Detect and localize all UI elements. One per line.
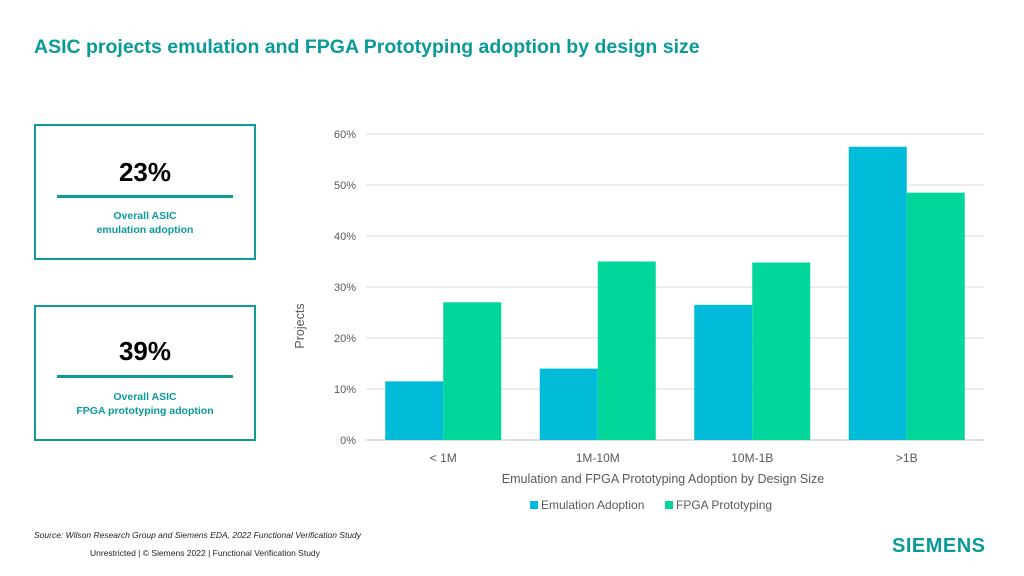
stat-value: 39% (118, 336, 172, 366)
stat-caption-line: FPGA prototyping adoption (76, 405, 214, 417)
stat-divider (57, 375, 233, 378)
legend-label: Emulation Adoption (541, 498, 644, 512)
stat-box-fpga: 39% Overall ASIC FPGA prototyping adopti… (34, 305, 256, 441)
page-title: ASIC projects emulation and FPGA Prototy… (34, 36, 700, 58)
x-tick-label: 1M-10M (576, 451, 620, 465)
bar-emulation (385, 381, 444, 440)
stat-caption: Overall ASIC FPGA prototyping adoption (36, 390, 254, 418)
y-tick-label: 20% (334, 333, 356, 345)
y-tick-label: 0% (340, 435, 356, 447)
x-tick-label: >1B (896, 451, 918, 465)
stat-box-emulation: 23% Overall ASIC emulation adoption (34, 124, 256, 260)
bar-fpga (906, 192, 965, 440)
x-tick-label: 10M-1B (731, 451, 773, 465)
bar-emulation (694, 304, 753, 440)
footer-text: Unrestricted | © Siemens 2022 | Function… (90, 548, 320, 558)
legend-label: FPGA Prototyping (676, 498, 772, 512)
bar-emulation (539, 368, 598, 440)
y-tick-label: 60% (334, 129, 356, 141)
stat-caption-line: Overall ASIC (113, 210, 177, 222)
y-tick-label: 50% (334, 180, 356, 192)
y-axis-title: Projects (293, 303, 307, 348)
stat-caption: Overall ASIC emulation adoption (36, 209, 254, 237)
bar-emulation (848, 146, 907, 440)
x-axis-title: Emulation and FPGA Prototyping Adoption … (502, 472, 824, 486)
y-tick-label: 40% (334, 231, 356, 243)
source-note: Source: Wilson Research Group and Siemen… (34, 530, 362, 540)
legend-swatch (665, 501, 673, 509)
bar-fpga (752, 262, 811, 440)
bar-fpga (597, 261, 656, 440)
stat-caption-line: emulation adoption (96, 224, 194, 236)
siemens-logo: SIEMENS (892, 535, 986, 557)
x-tick-label: < 1M (430, 451, 457, 465)
stat-value: 23% (118, 157, 172, 187)
y-tick-label: 30% (334, 282, 356, 294)
legend-swatch (530, 501, 538, 509)
bar-fpga (443, 302, 502, 440)
y-tick-label: 10% (334, 384, 356, 396)
stat-caption-line: Overall ASIC (113, 391, 177, 403)
stat-divider (57, 195, 233, 198)
